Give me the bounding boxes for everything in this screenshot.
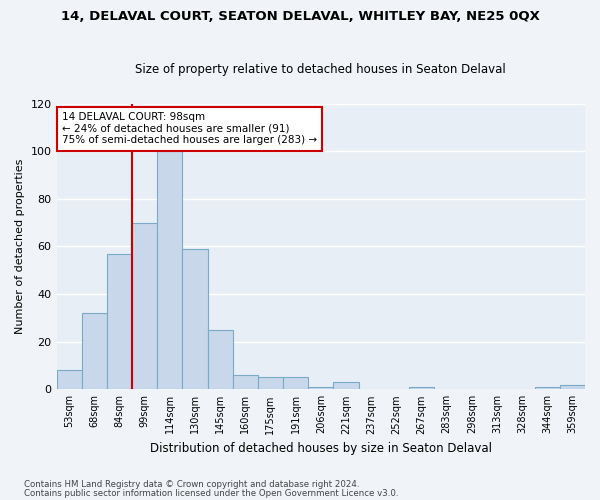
Title: Size of property relative to detached houses in Seaton Delaval: Size of property relative to detached ho… — [136, 63, 506, 76]
Text: Contains HM Land Registry data © Crown copyright and database right 2024.: Contains HM Land Registry data © Crown c… — [24, 480, 359, 489]
Text: 14 DELAVAL COURT: 98sqm
← 24% of detached houses are smaller (91)
75% of semi-de: 14 DELAVAL COURT: 98sqm ← 24% of detache… — [62, 112, 317, 146]
Bar — [560, 384, 585, 390]
Bar — [283, 378, 308, 390]
Bar — [182, 249, 208, 390]
Text: Contains public sector information licensed under the Open Government Licence v3: Contains public sector information licen… — [24, 488, 398, 498]
Bar — [132, 222, 157, 390]
Y-axis label: Number of detached properties: Number of detached properties — [15, 158, 25, 334]
Bar — [334, 382, 359, 390]
Bar — [409, 387, 434, 390]
Bar — [233, 375, 258, 390]
Bar — [258, 378, 283, 390]
Bar — [157, 151, 182, 390]
Bar — [308, 387, 334, 390]
Bar — [56, 370, 82, 390]
Text: 14, DELAVAL COURT, SEATON DELAVAL, WHITLEY BAY, NE25 0QX: 14, DELAVAL COURT, SEATON DELAVAL, WHITL… — [61, 10, 539, 23]
X-axis label: Distribution of detached houses by size in Seaton Delaval: Distribution of detached houses by size … — [150, 442, 492, 455]
Bar — [82, 313, 107, 390]
Bar — [107, 254, 132, 390]
Bar — [535, 387, 560, 390]
Bar — [208, 330, 233, 390]
